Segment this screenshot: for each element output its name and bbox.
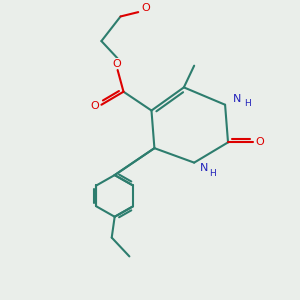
Text: O: O	[255, 137, 264, 147]
Text: H: H	[209, 169, 216, 178]
Text: O: O	[91, 101, 99, 111]
Text: N: N	[200, 164, 209, 173]
Text: N: N	[233, 94, 242, 104]
Text: O: O	[141, 3, 150, 13]
Text: H: H	[244, 99, 250, 108]
Text: O: O	[112, 58, 122, 69]
